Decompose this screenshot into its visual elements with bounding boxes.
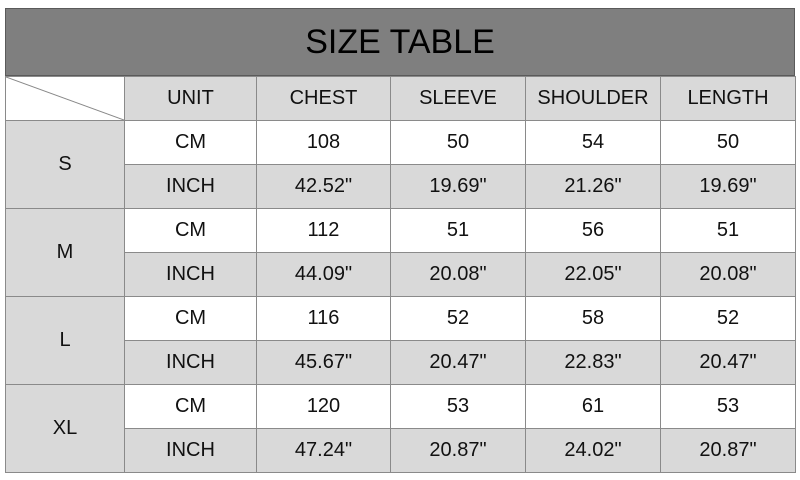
value-cell: 20.08": [390, 252, 526, 297]
size-table-title: SIZE TABLE: [5, 8, 795, 76]
value-cell: 20.87": [660, 428, 796, 473]
value-cell: 53: [390, 384, 526, 429]
value-cell: 116: [256, 296, 391, 341]
corner-cell: [5, 76, 125, 121]
value-cell: 51: [660, 208, 796, 253]
size-label: L: [5, 296, 125, 385]
value-cell: 52: [390, 296, 526, 341]
table-row: S CM 108 50 54 50: [5, 120, 796, 209]
value-cell: 120: [256, 384, 391, 429]
value-cell: 44.09": [256, 252, 391, 297]
value-cell: 20.87": [390, 428, 526, 473]
value-cell: 51: [390, 208, 526, 253]
value-cell: 19.69": [390, 164, 526, 209]
table-row: M CM 112 51 56 51: [5, 208, 796, 297]
unit-cell: INCH: [124, 252, 257, 297]
unit-cell: CM: [124, 384, 257, 429]
value-cell: 56: [525, 208, 661, 253]
unit-cell: CM: [124, 120, 257, 165]
header-shoulder: SHOULDER: [525, 76, 661, 121]
value-cell: 24.02": [525, 428, 661, 473]
header-length: LENGTH: [660, 76, 796, 121]
unit-cell: INCH: [124, 340, 257, 385]
size-label: S: [5, 120, 125, 209]
unit-cell: CM: [124, 208, 257, 253]
table-row: L CM 116 52 58 52: [5, 296, 796, 385]
value-cell: 20.47": [390, 340, 526, 385]
header-row: UNIT CHEST SLEEVE SHOULDER LENGTH: [5, 76, 796, 121]
table-row: INCH 44.09" 20.08" 22.05" 20.08": [6, 252, 796, 297]
value-cell: 20.08": [660, 252, 796, 297]
size-label: M: [5, 208, 125, 297]
value-cell: 21.26": [525, 164, 661, 209]
value-cell: 53: [660, 384, 796, 429]
unit-cell: INCH: [124, 428, 257, 473]
value-cell: 50: [390, 120, 526, 165]
header-sleeve: SLEEVE: [390, 76, 526, 121]
table-row: INCH 47.24" 20.87" 24.02" 20.87": [6, 428, 796, 473]
value-cell: 45.67": [256, 340, 391, 385]
value-cell: 50: [660, 120, 796, 165]
value-cell: 61: [525, 384, 661, 429]
value-cell: 112: [256, 208, 391, 253]
value-cell: 52: [660, 296, 796, 341]
table-row: INCH 42.52" 19.69" 21.26" 19.69": [6, 164, 796, 209]
value-cell: 54: [525, 120, 661, 165]
value-cell: 58: [525, 296, 661, 341]
value-cell: 47.24": [256, 428, 391, 473]
value-cell: 20.47": [660, 340, 796, 385]
value-cell: 108: [256, 120, 391, 165]
header-chest: CHEST: [256, 76, 391, 121]
size-label: XL: [5, 384, 125, 473]
size-table: UNIT CHEST SLEEVE SHOULDER LENGTH S CM 108…: [5, 76, 796, 473]
value-cell: 42.52": [256, 164, 391, 209]
value-cell: 22.05": [525, 252, 661, 297]
table-row: XL CM 120 53 61 53: [5, 384, 796, 473]
unit-cell: INCH: [124, 164, 257, 209]
value-cell: 22.83": [525, 340, 661, 385]
table-row: INCH 45.67" 20.47" 22.83" 20.47": [6, 340, 796, 385]
value-cell: 19.69": [660, 164, 796, 209]
header-unit: UNIT: [124, 76, 257, 121]
unit-cell: CM: [124, 296, 257, 341]
